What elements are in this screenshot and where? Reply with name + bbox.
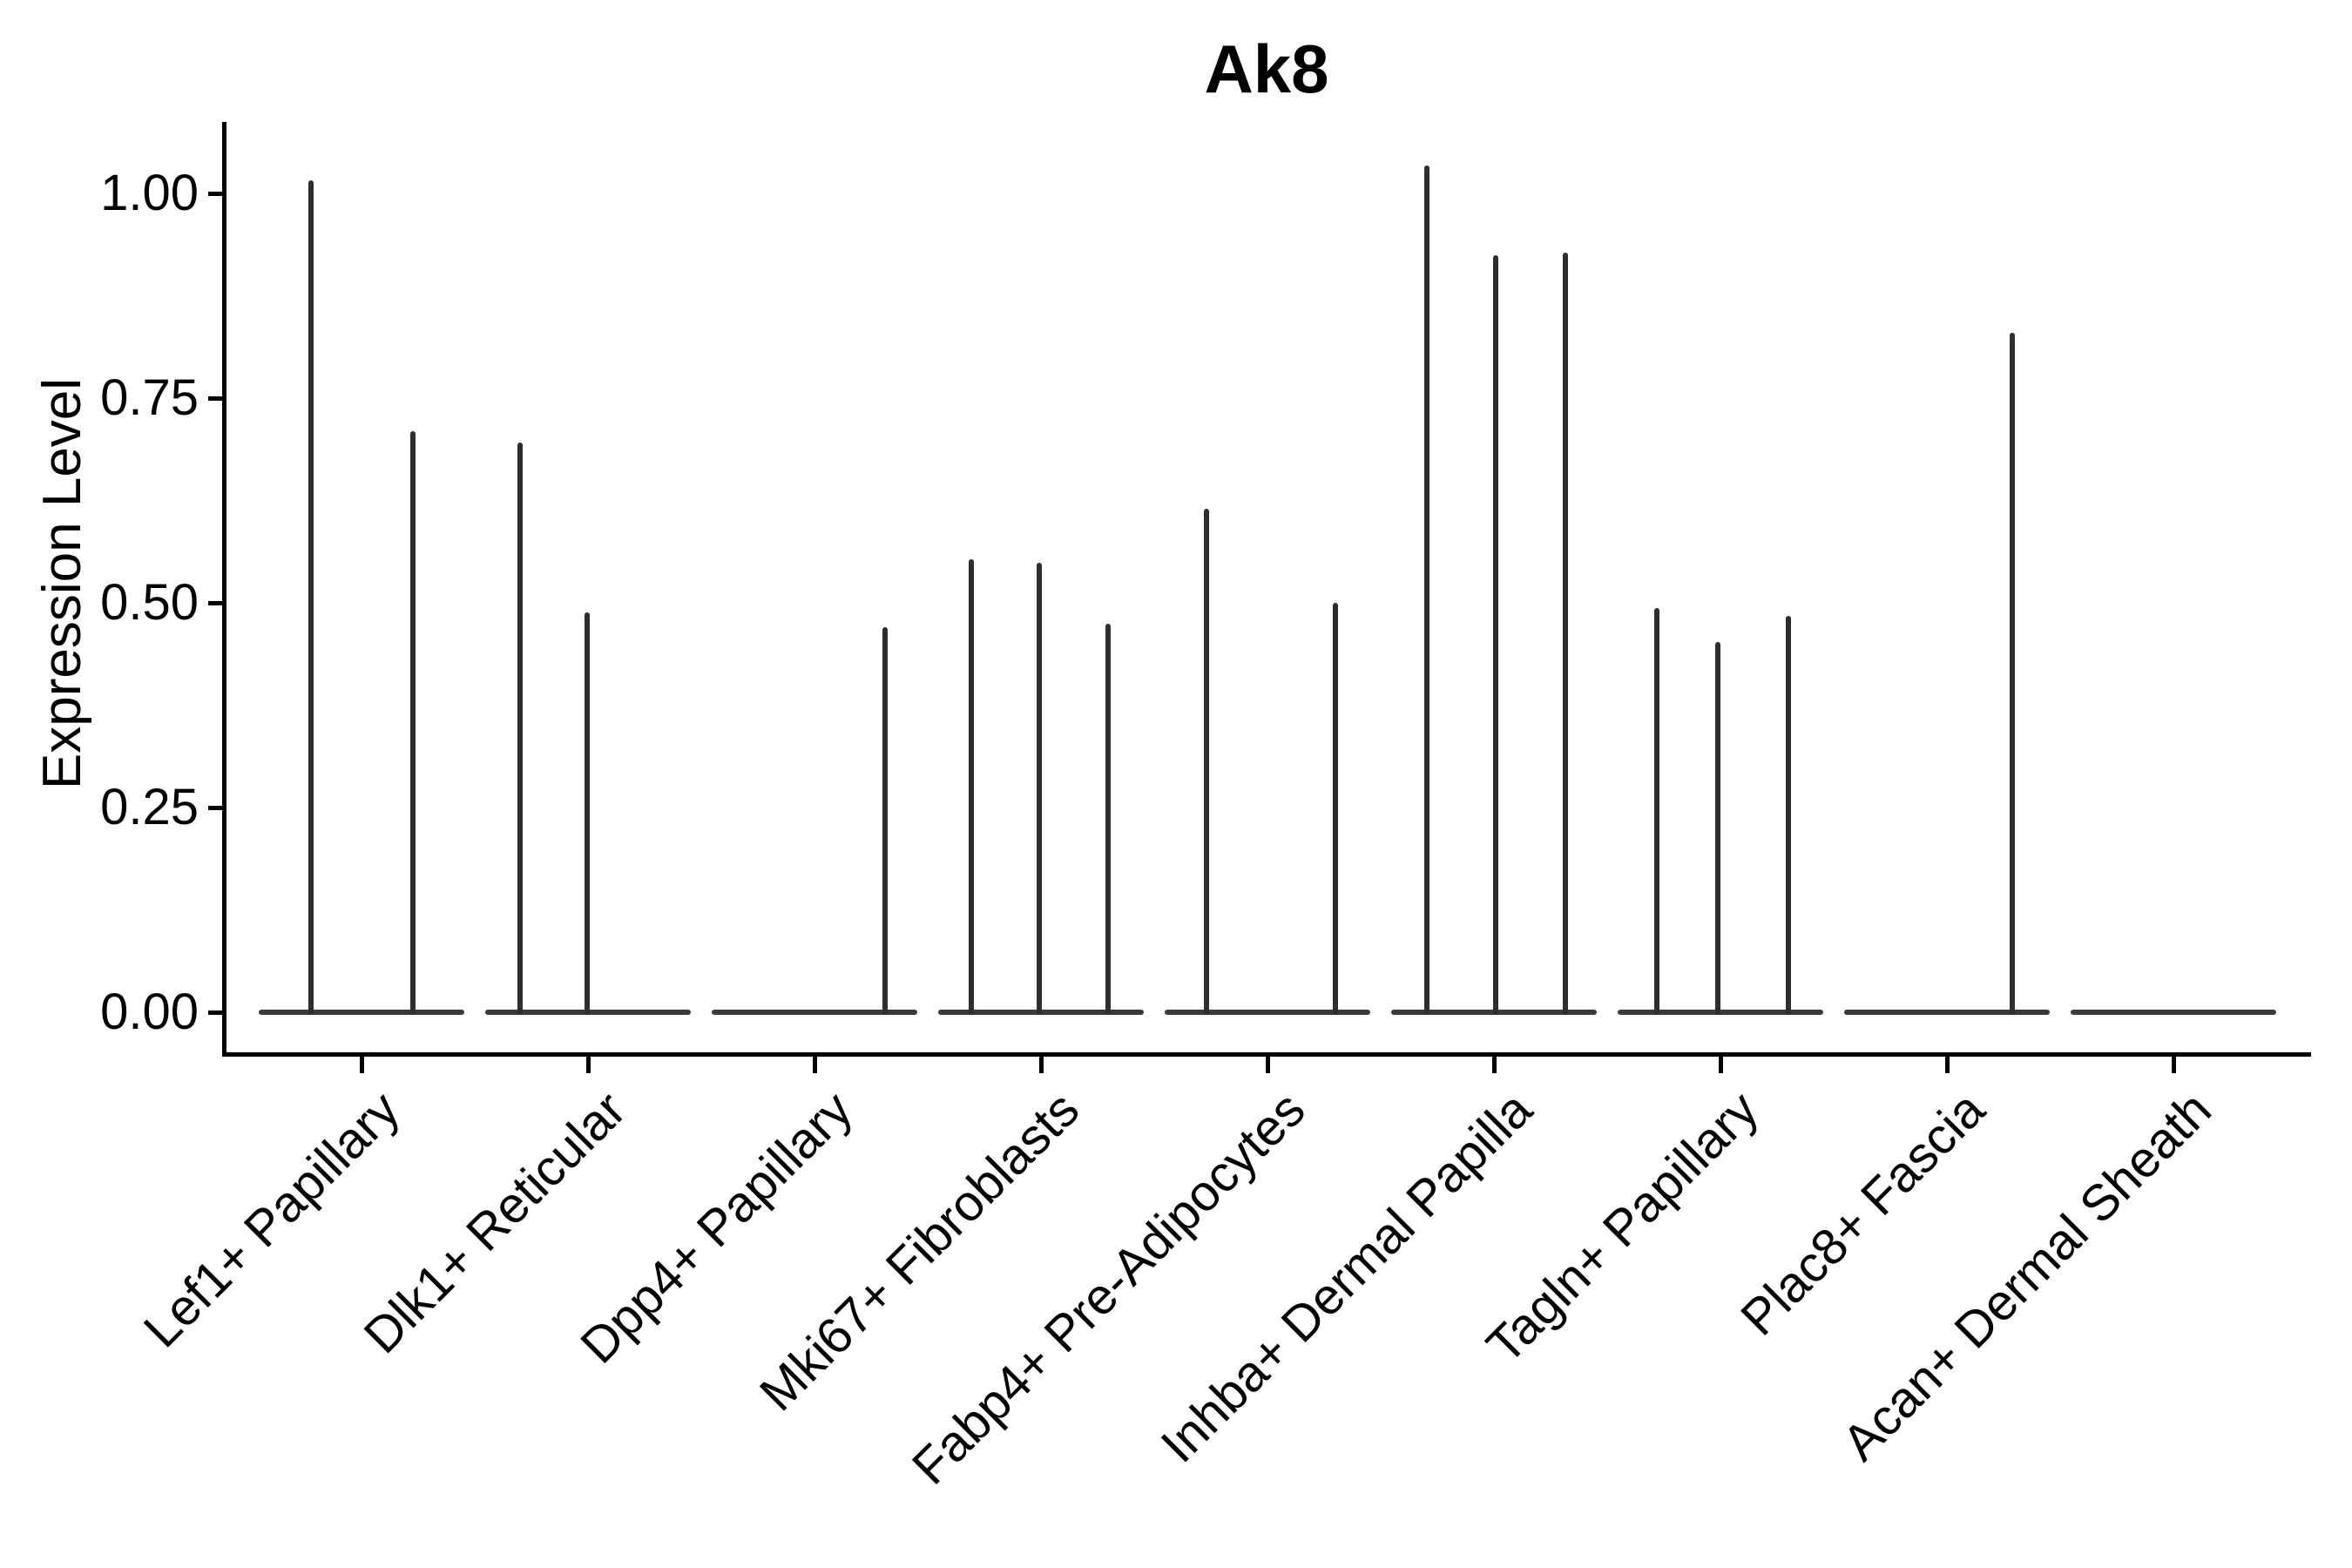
- violin-baseline: [712, 1010, 917, 1015]
- violin-density-spike: [308, 179, 314, 1015]
- violin-density-spike: [1424, 166, 1429, 1015]
- violin-density-spike: [1493, 255, 1498, 1015]
- x-tick-mark: [1038, 1057, 1044, 1073]
- y-tick-mark: [208, 191, 222, 196]
- violin-density-spike: [410, 430, 416, 1015]
- x-axis-line: [222, 1052, 2311, 1057]
- violin-density-spike: [1333, 603, 1338, 1015]
- violin-density-spike: [969, 559, 974, 1015]
- violin-density-spike: [1037, 562, 1042, 1015]
- x-tick-mark: [359, 1057, 364, 1073]
- x-tick-mark: [2171, 1057, 2176, 1073]
- x-tick-mark: [1265, 1057, 1270, 1073]
- violin-density-spike: [585, 612, 590, 1015]
- y-tick-label: 0.75: [100, 369, 199, 426]
- y-tick-mark: [208, 600, 222, 605]
- y-tick-label: 1.00: [100, 165, 199, 221]
- violin-baseline: [259, 1010, 464, 1015]
- violin-baseline: [1165, 1010, 1370, 1015]
- y-tick-mark: [208, 805, 222, 810]
- violin-density-spike: [517, 442, 523, 1015]
- x-tick-mark: [1944, 1057, 1950, 1073]
- x-tick-label: Fabp4+ Pre-Adipocytes: [902, 1080, 1316, 1496]
- violin-density-spike: [1715, 642, 1720, 1015]
- y-tick-label: 0.00: [100, 983, 199, 1040]
- y-tick-mark: [208, 1010, 222, 1015]
- violin-density-spike: [1105, 623, 1111, 1015]
- x-tick-label: Inhba+ Dermal Papilla: [1150, 1080, 1543, 1474]
- y-tick-mark: [208, 395, 222, 401]
- x-tick-mark: [585, 1057, 591, 1073]
- violin-density-spike: [1654, 607, 1659, 1015]
- x-tick-label: Acan+ Dermal Sheath: [1831, 1080, 2222, 1472]
- violin-baseline: [2071, 1010, 2276, 1015]
- y-axis-line: [222, 122, 226, 1057]
- y-tick-label: 0.50: [100, 574, 199, 631]
- y-tick-label: 0.25: [100, 779, 199, 835]
- x-tick-mark: [812, 1057, 817, 1073]
- x-tick-mark: [1718, 1057, 1723, 1073]
- violin-density-spike: [1204, 508, 1209, 1015]
- violin-density-spike: [882, 627, 888, 1015]
- x-tick-mark: [1491, 1057, 1497, 1073]
- violin-baseline: [1618, 1010, 1823, 1015]
- violin-baseline: [1844, 1010, 2050, 1015]
- violin-density-spike: [1563, 252, 1568, 1015]
- violin-density-spike: [1786, 616, 1791, 1015]
- chart-title: Ak8: [1204, 30, 1329, 107]
- violin-density-spike: [2010, 332, 2015, 1015]
